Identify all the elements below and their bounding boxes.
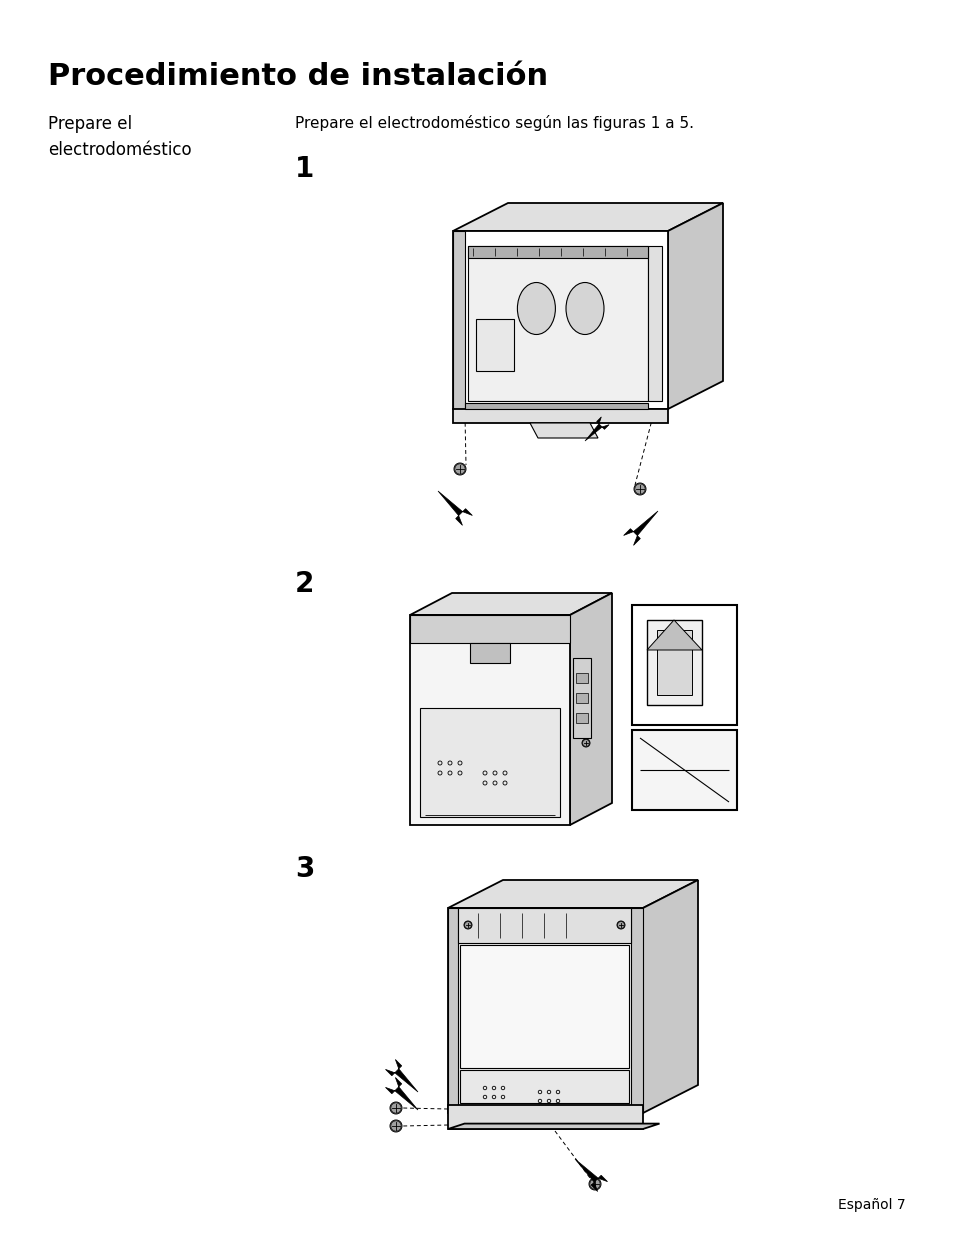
Polygon shape xyxy=(631,730,737,810)
Bar xyxy=(576,713,587,722)
Polygon shape xyxy=(642,881,698,1113)
Polygon shape xyxy=(453,231,667,409)
Polygon shape xyxy=(457,908,630,944)
Text: Prepare el
electrodoméstico: Prepare el electrodoméstico xyxy=(48,115,192,159)
Polygon shape xyxy=(630,908,642,1113)
Text: 3: 3 xyxy=(294,855,314,883)
Polygon shape xyxy=(468,246,647,258)
Polygon shape xyxy=(453,409,667,424)
Polygon shape xyxy=(623,511,658,546)
Polygon shape xyxy=(419,708,559,818)
Polygon shape xyxy=(459,1070,628,1103)
Polygon shape xyxy=(448,881,698,908)
Polygon shape xyxy=(453,203,722,231)
Circle shape xyxy=(390,1102,401,1114)
Polygon shape xyxy=(631,605,737,725)
Polygon shape xyxy=(468,246,647,401)
Polygon shape xyxy=(453,231,464,409)
Text: Procedimiento de instalación: Procedimiento de instalación xyxy=(48,62,548,91)
Polygon shape xyxy=(476,319,514,370)
Polygon shape xyxy=(470,643,510,663)
Polygon shape xyxy=(385,1060,417,1092)
Circle shape xyxy=(463,921,472,929)
Polygon shape xyxy=(646,620,701,650)
Circle shape xyxy=(454,463,465,475)
Polygon shape xyxy=(385,1077,417,1110)
Polygon shape xyxy=(464,403,647,409)
Circle shape xyxy=(634,483,645,495)
Text: Prepare el electrodoméstico según las figuras 1 a 5.: Prepare el electrodoméstico según las fi… xyxy=(294,115,693,131)
Circle shape xyxy=(588,1178,600,1191)
Polygon shape xyxy=(459,945,628,1068)
Polygon shape xyxy=(584,417,608,441)
Circle shape xyxy=(390,1120,401,1132)
Polygon shape xyxy=(575,1158,607,1192)
Circle shape xyxy=(581,739,589,747)
Polygon shape xyxy=(646,620,701,705)
Polygon shape xyxy=(448,908,457,1113)
Bar xyxy=(576,673,587,683)
Polygon shape xyxy=(569,593,612,825)
Bar xyxy=(576,693,587,703)
Polygon shape xyxy=(448,1105,642,1129)
Polygon shape xyxy=(530,424,598,438)
Polygon shape xyxy=(448,1124,659,1129)
Polygon shape xyxy=(448,908,642,1113)
Polygon shape xyxy=(667,203,722,409)
Text: Español 7: Español 7 xyxy=(838,1198,905,1212)
Polygon shape xyxy=(410,593,612,615)
Polygon shape xyxy=(657,630,691,695)
Polygon shape xyxy=(647,246,661,401)
Text: 2: 2 xyxy=(294,571,314,598)
Polygon shape xyxy=(410,615,569,825)
Circle shape xyxy=(617,921,624,929)
Ellipse shape xyxy=(517,283,555,335)
Polygon shape xyxy=(573,658,590,739)
Ellipse shape xyxy=(565,283,603,335)
Polygon shape xyxy=(437,492,472,525)
Polygon shape xyxy=(410,615,569,643)
Text: 1: 1 xyxy=(294,156,314,183)
